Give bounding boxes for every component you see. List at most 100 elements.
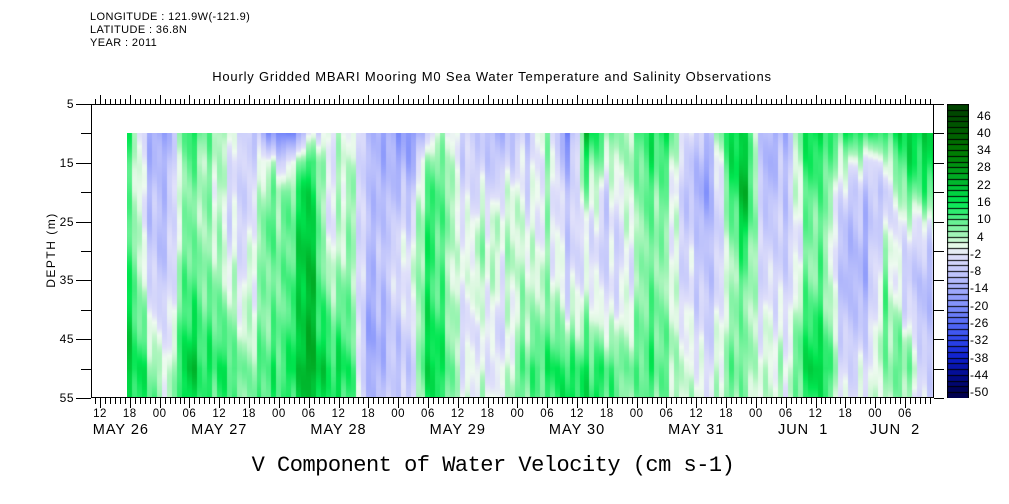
x-minor-tick-bottom [572, 398, 573, 404]
x-minor-tick-bottom [269, 398, 270, 404]
x-minor-tick-top [587, 99, 588, 104]
x-minor-tick-bottom [438, 398, 439, 404]
x-axis-title: V Component of Water Velocity (cm s-1) [251, 453, 735, 478]
x-major-tick-bottom [130, 398, 131, 408]
x-minor-tick-top [890, 99, 891, 104]
x-minor-tick-bottom [552, 398, 553, 404]
x-major-tick-top [339, 95, 340, 104]
colorbar-tick-label: 22 [977, 177, 992, 192]
x-minor-tick-top [443, 99, 444, 104]
x-minor-tick-top [900, 99, 901, 104]
x-minor-tick-top [120, 99, 121, 104]
x-minor-tick-top [612, 99, 613, 104]
x-minor-tick-bottom [632, 398, 633, 404]
x-minor-tick-top [229, 99, 230, 104]
y-tick-right [934, 398, 944, 399]
x-major-tick-top [517, 95, 518, 104]
colorbar-tick-label: -20 [970, 298, 989, 313]
x-major-tick-top [726, 95, 727, 104]
x-minor-tick-bottom [706, 398, 707, 404]
x-minor-tick-bottom [383, 398, 384, 404]
x-minor-tick-top [348, 99, 349, 104]
x-minor-tick-top [343, 99, 344, 104]
x-minor-tick-top [657, 99, 658, 104]
hour-label: 00 [868, 408, 883, 420]
hour-label: 06 [540, 408, 555, 420]
x-minor-tick-bottom [701, 398, 702, 404]
depth-label: 55 [59, 391, 74, 405]
depth-label: 25 [59, 214, 74, 229]
x-minor-tick-bottom [801, 398, 802, 404]
x-minor-tick-bottom [776, 398, 777, 404]
x-minor-tick-top [642, 99, 643, 104]
x-major-tick-bottom [249, 398, 250, 408]
y-minor-tick-left [81, 192, 91, 193]
x-minor-tick-top [463, 99, 464, 104]
x-minor-tick-top [830, 99, 831, 104]
x-minor-tick-bottom [353, 398, 354, 404]
x-major-tick-bottom [756, 398, 757, 408]
x-major-tick-bottom [189, 398, 190, 408]
x-minor-tick-top [701, 99, 702, 104]
y-major-tick-left [76, 398, 91, 399]
x-minor-tick-bottom [746, 398, 747, 404]
x-minor-tick-bottom [910, 398, 911, 404]
x-major-tick-top [547, 95, 548, 104]
x-minor-tick-bottom [299, 398, 300, 404]
x-minor-tick-bottom [468, 398, 469, 404]
x-minor-tick-top [473, 99, 474, 104]
x-major-tick-top [666, 95, 667, 104]
x-major-tick-top [637, 95, 638, 104]
x-minor-tick-top [378, 99, 379, 104]
x-minor-tick-top [294, 99, 295, 104]
date-label: MAY 26 [92, 422, 149, 438]
x-major-tick-bottom [905, 398, 906, 408]
x-minor-tick-top [895, 99, 896, 104]
colorbar-tick-label: -14 [970, 281, 989, 296]
x-minor-tick-top [721, 99, 722, 104]
x-minor-tick-top [582, 99, 583, 104]
x-minor-tick-bottom [537, 398, 538, 404]
x-minor-tick-bottom [622, 398, 623, 404]
x-minor-tick-top [622, 99, 623, 104]
x-minor-tick-bottom [920, 398, 921, 404]
x-major-tick-bottom [160, 398, 161, 408]
x-major-tick-bottom [339, 398, 340, 408]
x-major-tick-bottom [786, 398, 787, 408]
colorbar-tick-label: -8 [970, 264, 982, 279]
x-minor-tick-bottom [145, 398, 146, 404]
x-minor-tick-top [572, 99, 573, 104]
x-minor-tick-top [105, 99, 106, 104]
x-minor-tick-bottom [244, 398, 245, 404]
x-minor-tick-bottom [766, 398, 767, 404]
x-minor-tick-top [363, 99, 364, 104]
x-minor-tick-top [254, 99, 255, 104]
x-major-tick-bottom [547, 398, 548, 408]
x-minor-tick-bottom [796, 398, 797, 404]
x-minor-tick-top [562, 99, 563, 104]
x-minor-tick-top [110, 99, 111, 104]
x-minor-tick-bottom [532, 398, 533, 404]
x-minor-tick-bottom [150, 398, 151, 404]
colorbar-tick-label: 10 [977, 212, 992, 227]
x-minor-tick-bottom [184, 398, 185, 404]
y-tick-right [934, 280, 944, 281]
x-minor-tick-bottom [239, 398, 240, 404]
x-major-tick-bottom [517, 398, 518, 408]
x-minor-tick-top [150, 99, 151, 104]
x-minor-tick-top [825, 99, 826, 104]
x-minor-tick-top [140, 99, 141, 104]
x-minor-tick-top [448, 99, 449, 104]
x-minor-tick-top [711, 99, 712, 104]
x-minor-tick-top [796, 99, 797, 104]
x-minor-tick-top [527, 99, 528, 104]
colorbar-tick-label: -38 [970, 350, 989, 365]
x-minor-tick-bottom [443, 398, 444, 404]
date-label: JUN 2 [869, 422, 921, 438]
x-minor-tick-bottom [289, 398, 290, 404]
date-label: MAY 31 [668, 422, 725, 438]
x-minor-tick-bottom [830, 398, 831, 404]
x-minor-tick-bottom [647, 398, 648, 404]
date-label: MAY 27 [191, 422, 248, 438]
x-minor-tick-bottom [413, 398, 414, 404]
